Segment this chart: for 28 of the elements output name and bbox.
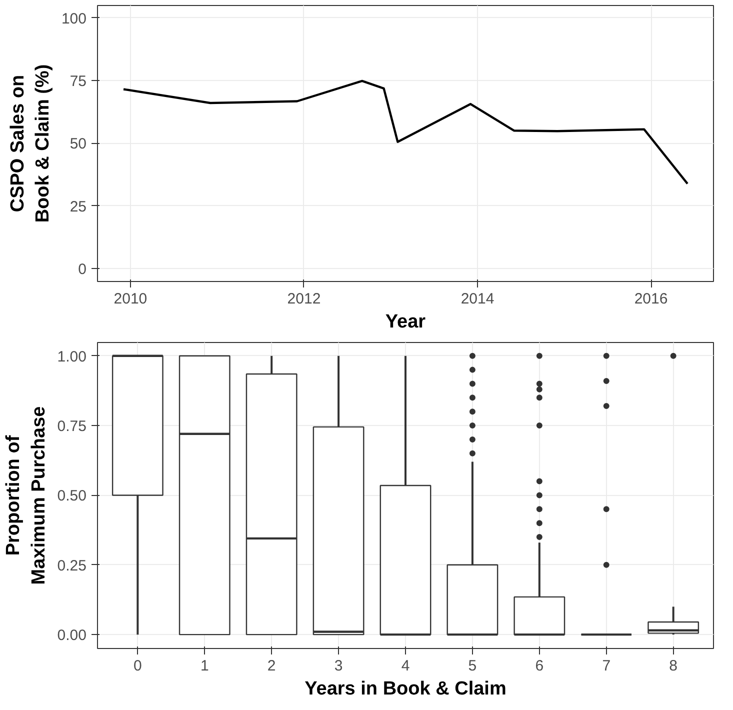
y-tick-label: 0 — [78, 260, 86, 278]
y-tick-label: 0.00 — [57, 627, 87, 644]
y-tick-label: 0.25 — [57, 557, 87, 574]
x-tick-label: 2 — [267, 658, 276, 674]
x-tick-label: 2010 — [114, 290, 148, 308]
y-tick-label: 50 — [70, 136, 87, 153]
x-tick-label: 5 — [468, 658, 477, 674]
y-tick-label: 25 — [70, 198, 87, 216]
x-tick-label: 6 — [535, 658, 544, 674]
x-tick-label: 0 — [134, 658, 142, 674]
y-tick-label: 1.00 — [57, 348, 87, 366]
y-tick-label: 0.50 — [57, 488, 87, 505]
x-tick-label: 7 — [602, 658, 611, 674]
x-tick-label: 1 — [200, 658, 209, 674]
y-axis-title: Proportion of Maximum Purchase — [3, 406, 50, 585]
x-tick-label: 3 — [334, 658, 343, 674]
x-tick-label: 8 — [669, 658, 678, 674]
x-axis-title: Year — [385, 312, 426, 332]
line-series — [122, 80, 689, 185]
y-tick-label: 100 — [61, 10, 87, 28]
y-axis-title: CSPO Sales on Book & Claim (%) — [7, 64, 54, 223]
y-tick-label: 75 — [70, 72, 87, 90]
x-tick-label: 2014 — [460, 290, 494, 308]
y-tick-label: 0.75 — [57, 418, 87, 436]
x-tick-label: 2016 — [634, 290, 668, 308]
x-axis-title: Years in Book & Claim — [304, 678, 506, 700]
x-tick-label: 4 — [401, 658, 410, 674]
x-tick-label: 2012 — [287, 290, 321, 308]
